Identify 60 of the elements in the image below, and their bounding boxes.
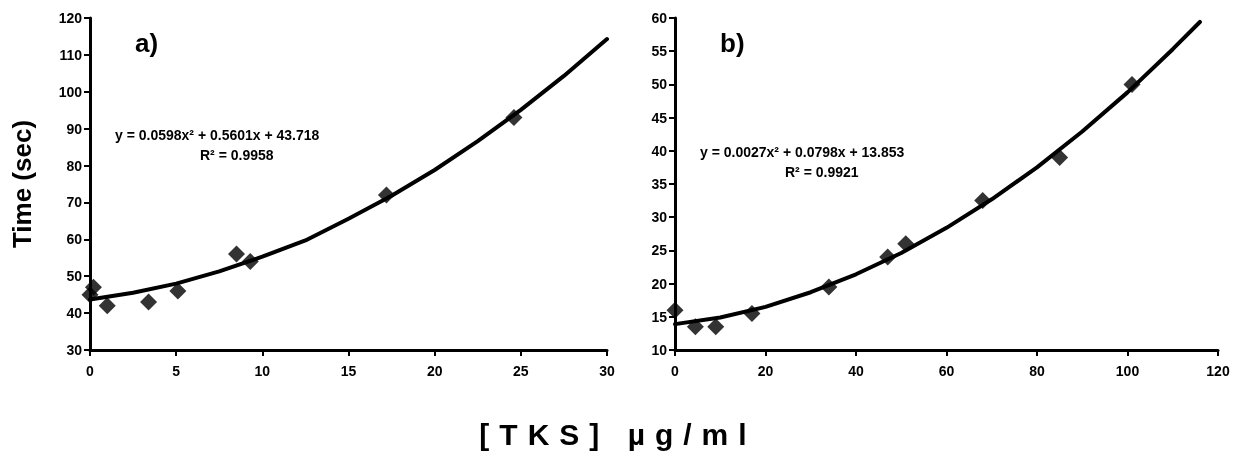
x-tick-label: 10 — [254, 363, 271, 379]
x-tick-label: 0 — [671, 363, 680, 379]
point — [377, 186, 395, 204]
x-tick-label: 100 — [1115, 363, 1140, 379]
y-tick-label: 30 — [651, 209, 668, 226]
point — [666, 301, 684, 319]
point — [84, 278, 102, 296]
y-tick-label: 10 — [651, 342, 668, 358]
x-tick-label: 40 — [848, 363, 864, 379]
y-tick-label: 50 — [66, 268, 83, 285]
point — [505, 109, 523, 127]
y-tick-label: 15 — [651, 308, 668, 325]
point — [1123, 75, 1141, 93]
y-tick-label: 50 — [651, 76, 668, 93]
y-tick-label: 25 — [651, 242, 668, 259]
annotation: R² = 0.9958 — [200, 147, 274, 163]
y-tick-label: 60 — [651, 10, 668, 26]
y-tick-label: 30 — [66, 342, 83, 358]
x-tick-label: 120 — [1206, 363, 1230, 379]
x-tick-label: 5 — [172, 363, 181, 379]
x-tick-label: 20 — [757, 363, 774, 379]
x-axis-title: [TKS] µg/ml — [478, 418, 758, 452]
y-tick-label: 110 — [59, 46, 83, 63]
y-tick-label: 20 — [651, 275, 668, 292]
x-tick-label: 25 — [513, 363, 529, 379]
point — [241, 252, 259, 270]
chart-title: a) — [135, 28, 159, 58]
point — [707, 318, 725, 336]
point — [879, 248, 897, 266]
annotation: R² = 0.9921 — [785, 164, 859, 180]
annotation: y = 0.0027x² + 0.0798x + 13.853 — [700, 144, 905, 160]
x-tick-label: 30 — [599, 363, 615, 379]
point — [140, 293, 158, 311]
y-tick-label: 55 — [651, 43, 668, 60]
point — [743, 304, 761, 322]
x-tick-label: 15 — [340, 363, 357, 379]
point — [820, 278, 838, 296]
point — [169, 282, 187, 300]
y-tick-label: 90 — [66, 120, 83, 137]
x-tick-label: 20 — [426, 363, 443, 379]
point — [974, 192, 992, 210]
y-tick-label: 80 — [66, 157, 83, 174]
x-tick-label: 60 — [938, 363, 955, 379]
y-tick-label: 60 — [66, 231, 83, 248]
y-axis-title: Time (sec) — [7, 119, 37, 249]
point — [1051, 148, 1069, 166]
annotation: y = 0.0598x² + 0.5601x + 43.718 — [115, 127, 320, 143]
y-tick-label: 45 — [651, 109, 668, 126]
y-tick-label: 40 — [651, 142, 668, 159]
point — [227, 245, 245, 263]
x-tick-label: 0 — [86, 363, 95, 379]
point — [686, 318, 704, 336]
point — [98, 297, 116, 315]
y-tick-label: 70 — [66, 194, 83, 211]
y-tick-label: 120 — [58, 10, 83, 26]
chart-title: b) — [720, 28, 745, 58]
y-tick-label: 40 — [66, 305, 83, 322]
y-tick-label: 100 — [58, 83, 83, 100]
x-tick-label: 80 — [1029, 363, 1045, 379]
y-tick-label: 35 — [651, 176, 668, 192]
